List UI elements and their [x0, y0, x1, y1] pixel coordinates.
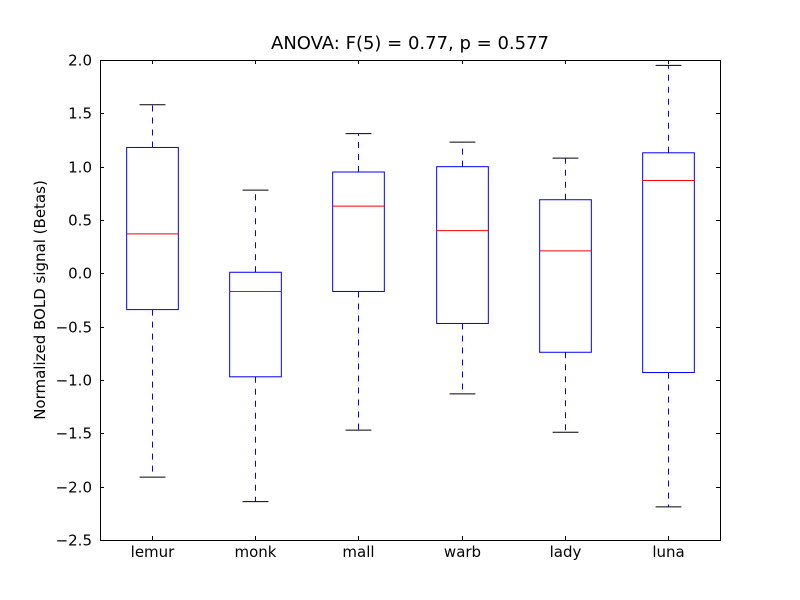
- x-tick-label-lady: lady: [550, 543, 582, 561]
- y-tick-label: 2.0: [68, 52, 92, 70]
- y-tick-label: 1.0: [68, 159, 92, 177]
- x-tick-label-lemur: lemur: [131, 543, 176, 561]
- box-mall: [332, 171, 385, 292]
- x-tick-label-monk: monk: [235, 543, 277, 561]
- plot-frame: [100, 60, 721, 541]
- x-tick-label-mall: mall: [342, 543, 374, 561]
- box-monk: [229, 271, 282, 378]
- box-warb: [436, 166, 489, 324]
- box-lady: [539, 199, 592, 353]
- y-tick-label: −1.5: [56, 425, 92, 443]
- y-tick-label: 1.5: [68, 105, 92, 123]
- y-tick-label: −1.0: [56, 372, 92, 390]
- y-tick-label: −0.5: [56, 319, 92, 337]
- x-tick-label-luna: luna: [652, 543, 684, 561]
- y-axis-label: Normalized BOLD signal (Betas): [31, 180, 49, 420]
- x-tick-label-warb: warb: [444, 543, 481, 561]
- y-tick-label: −2.5: [56, 532, 92, 550]
- chart-title: ANOVA: F(5) = 0.77, p = 0.577: [271, 33, 549, 54]
- box-lemur: [126, 146, 179, 311]
- y-tick-label: 0.5: [68, 212, 92, 230]
- y-tick-label: 0.0: [68, 265, 92, 283]
- y-tick-label: −2.0: [56, 479, 92, 497]
- box-luna: [642, 152, 695, 374]
